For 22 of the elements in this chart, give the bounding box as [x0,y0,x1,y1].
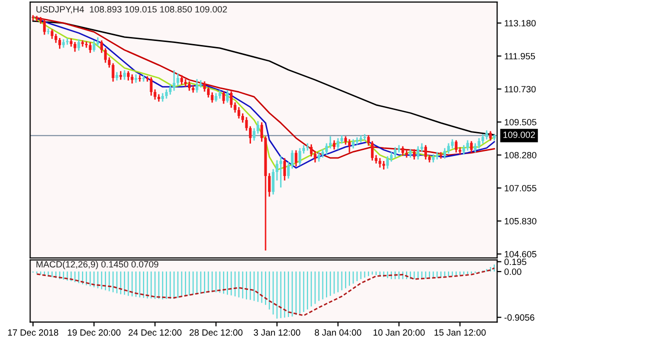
y-tick-label: 107.055 [504,184,536,192]
x-tick-label: 10 Jan 20:00 [374,329,425,336]
y-tick-label: 0.00 [504,268,522,275]
y-tick-label: 108.280 [504,152,536,158]
x-tick-label: 3 Jan 12:00 [254,329,300,336]
y-tick-label: 113.180 [504,20,536,26]
x-tick-label: 24 Dec 12:00 [128,329,182,336]
y-tick-label: 105.830 [504,218,536,224]
y-tick-label: 110.730 [504,86,536,92]
y-tick-label: 104.605 [504,250,536,258]
chart-title: USDJPY,H4 108.893 109.015 108.850 109.002 [36,6,227,14]
y-tick-label: 109.505 [504,118,536,126]
x-tick-label: 15 Jan 12:00 [434,329,486,336]
y-tick-label: 0.195 [504,258,526,266]
x-tick-label: 19 Dec 20:00 [68,329,121,336]
x-tick-label: 28 Dec 12:00 [190,329,242,336]
x-tick-label: 17 Dec 2018 [8,329,58,336]
x-tick-label: 8 Jan 04:00 [314,329,362,336]
y-tick-label: -0.9056 [504,314,534,321]
ref-line-label: 109.002 [503,132,535,138]
chart-title: MACD(12,26,9) 0.1450 0.0709 [36,260,158,270]
y-tick-label: 111.955 [504,52,536,60]
